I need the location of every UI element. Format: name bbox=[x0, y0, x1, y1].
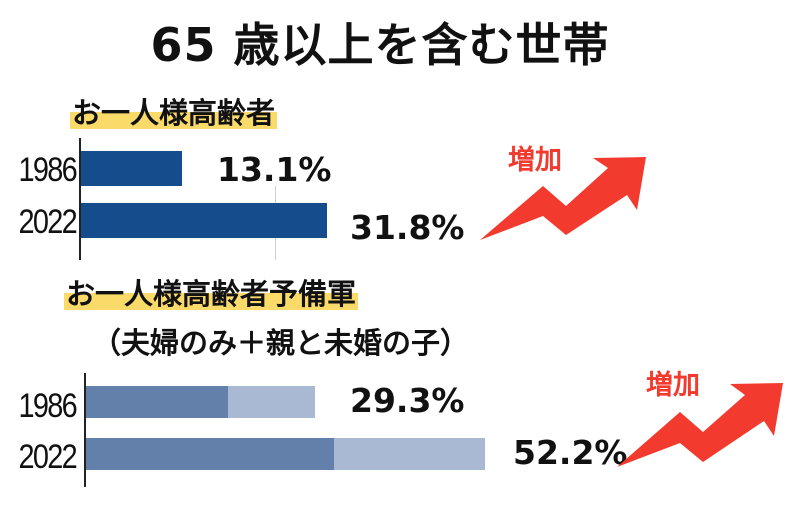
section-2-axis bbox=[84, 373, 86, 487]
section-2-heading: お一人様高齢者予備軍 bbox=[64, 274, 359, 314]
section-2-bar-1986 bbox=[86, 386, 315, 418]
section-2-subheading: （夫婦のみ＋親と未婚の子） bbox=[92, 326, 470, 360]
section-1-year-2022: 2022 bbox=[18, 203, 78, 241]
section-2-bar-2022-segment-parent-child bbox=[334, 438, 485, 470]
section-2-bar-2022-segment-couple bbox=[86, 438, 334, 470]
section-2-increase-label: 増加 bbox=[646, 370, 700, 401]
section-1-increase-label: 増加 bbox=[508, 145, 562, 176]
section-2-year-2022: 2022 bbox=[18, 438, 78, 476]
section-2-year-1986: 1986 bbox=[18, 387, 78, 425]
section-1-value-2022: 31.8% bbox=[350, 208, 465, 247]
chart-title: 65 歳以上を含む世帯 bbox=[150, 18, 610, 72]
section-1-year-1986: 1986 bbox=[18, 151, 78, 189]
section-2-bar-1986-segment-parent-child bbox=[228, 386, 315, 418]
section-2-bar-2022 bbox=[86, 438, 485, 470]
section-2-bar-1986-segment-couple bbox=[86, 386, 228, 418]
section-2-value-1986: 29.3% bbox=[350, 381, 465, 420]
section-1-axis bbox=[79, 138, 81, 260]
section-1-heading: お一人様高齢者 bbox=[70, 93, 278, 133]
section-1-bar-2022 bbox=[81, 203, 327, 238]
section-1-value-1986: 13.1% bbox=[217, 150, 332, 189]
section-1-bar-1986 bbox=[81, 151, 182, 186]
section-2-value-2022: 52.2% bbox=[513, 433, 628, 472]
